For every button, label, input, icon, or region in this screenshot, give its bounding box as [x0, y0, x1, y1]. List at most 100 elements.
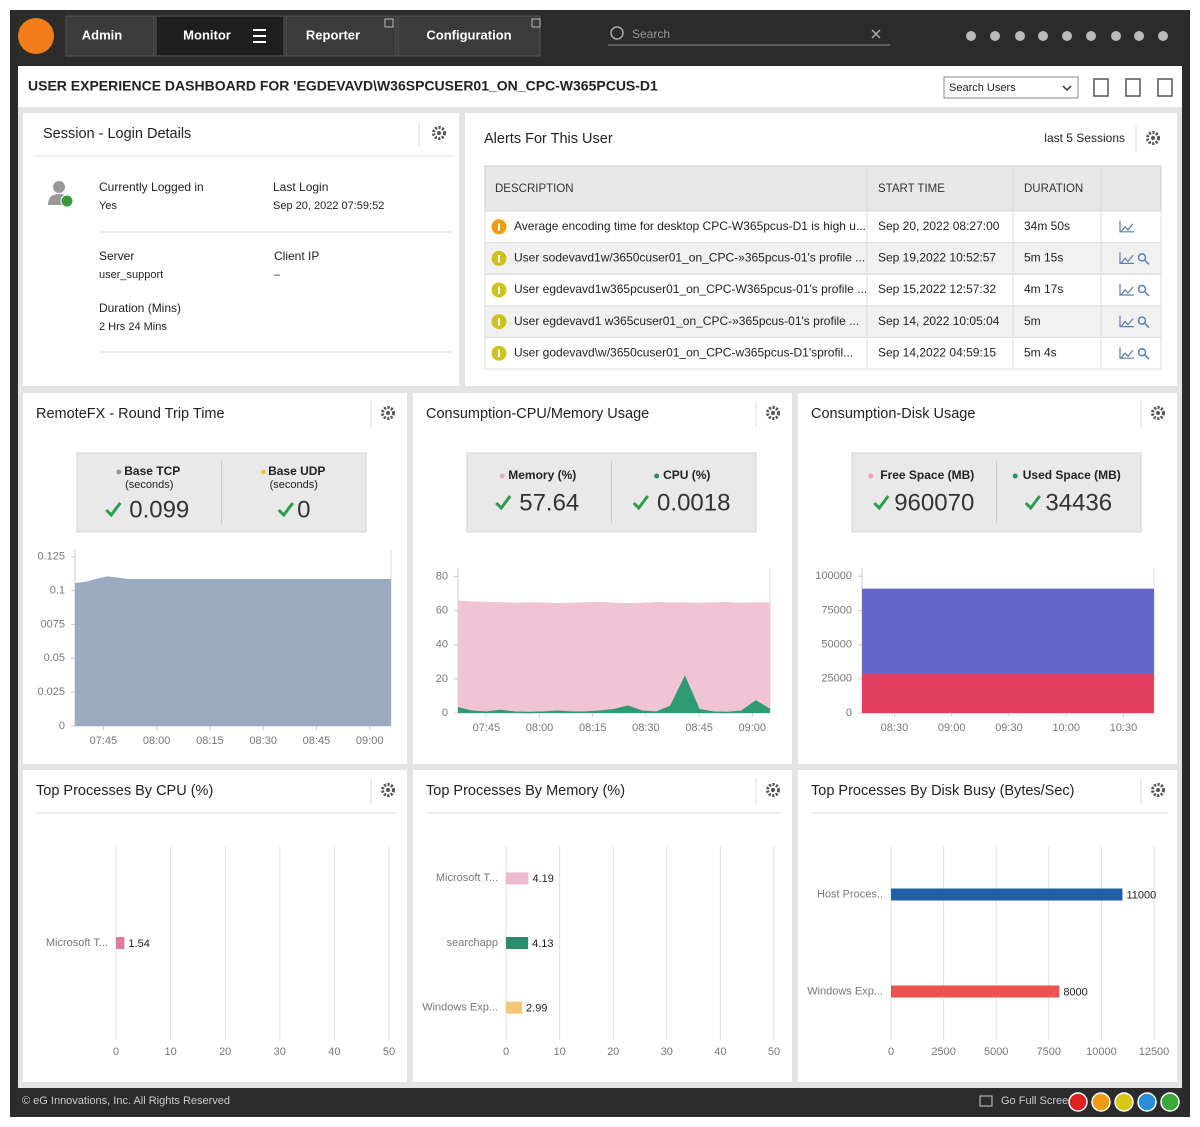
table-cell: User sodevavd1w/3650cuser01_on_CPC-»365p…	[514, 251, 865, 265]
stat-name: Base UDP	[268, 464, 325, 478]
y-tick-label: 50000	[821, 639, 852, 651]
legend-dot	[499, 473, 505, 479]
toolbar-icon[interactable]	[1086, 31, 1096, 41]
status-filter[interactable]	[1160, 1092, 1180, 1112]
area-line	[457, 675, 771, 714]
x-tick-label: 09:00	[938, 722, 966, 734]
bar	[506, 1001, 523, 1014]
copyright: © eG Innovations, Inc. All Rights Reserv…	[22, 1095, 230, 1107]
nav-tab[interactable]	[285, 15, 397, 57]
search-icon[interactable]	[1137, 253, 1147, 262]
stat-name: Memory (%)	[508, 468, 576, 482]
export-icon[interactable]	[1125, 78, 1141, 97]
y-tick-label: 0075	[41, 618, 65, 630]
table-row	[484, 210, 1162, 244]
x-tick-label: 09:00	[739, 722, 767, 734]
status-filter[interactable]	[1091, 1092, 1111, 1112]
area-fill	[862, 589, 1154, 674]
toolbar-icon[interactable]	[990, 31, 1000, 41]
bar	[506, 872, 529, 885]
stat-value: 0.099	[129, 496, 189, 523]
check-icon	[1024, 495, 1041, 511]
fullscreen-icon[interactable]	[979, 1095, 993, 1107]
settings-icon[interactable]	[766, 406, 780, 420]
toolbar-icon[interactable]	[1158, 31, 1168, 41]
field-value: 2 Hrs 24 Mins	[99, 321, 167, 333]
nav-tab[interactable]	[65, 15, 155, 57]
panel-title: RemoteFX - Round Trip Time	[36, 406, 225, 422]
settings-icon[interactable]	[381, 783, 395, 797]
value-label: 2.99	[526, 1003, 547, 1015]
export-icon[interactable]	[1157, 78, 1173, 97]
y-tick-label: 25000	[821, 673, 852, 685]
graph-icon[interactable]	[1119, 220, 1134, 233]
x-tick-label: 20	[219, 1046, 231, 1058]
x-tick-label: 09:30	[995, 722, 1023, 734]
stat-name: Base TCP	[124, 464, 180, 478]
search-icon[interactable]	[1137, 284, 1147, 294]
x-tick-label: 7500	[1037, 1046, 1061, 1058]
stat-name: Used Space (MB)	[1023, 468, 1121, 482]
toolbar-icon[interactable]	[1111, 31, 1121, 41]
stat-name: Free Space (MB)	[880, 468, 974, 482]
y-tick-label: 0.025	[37, 686, 65, 698]
stat-unit: (seconds)	[125, 479, 173, 491]
category-label: Microsoft T...	[46, 937, 108, 949]
toolbar-icon[interactable]	[966, 31, 976, 41]
x-tick-label: 10:30	[1110, 722, 1138, 734]
export-icon[interactable]	[1093, 78, 1109, 97]
settings-icon[interactable]	[1146, 131, 1160, 145]
graph-icon[interactable]	[1119, 347, 1134, 359]
search-icon[interactable]	[1137, 316, 1147, 325]
settings-icon[interactable]	[766, 783, 780, 797]
status-filter[interactable]	[1068, 1092, 1088, 1112]
settings-icon[interactable]	[1151, 406, 1165, 420]
legend-dot	[868, 473, 874, 479]
y-tick-label: 40	[436, 639, 448, 651]
legend-dot	[654, 473, 660, 479]
panel	[23, 113, 459, 386]
x-tick-label: 20	[607, 1046, 619, 1058]
dropdown-arrow	[1062, 85, 1072, 92]
category-label: Windows Exp...	[422, 1002, 498, 1014]
toolbar-icon[interactable]	[1038, 31, 1048, 41]
table-cell: 34m 50s	[1024, 219, 1070, 233]
nav-tab[interactable]	[397, 15, 541, 57]
y-tick-label: 0	[442, 707, 448, 719]
x-tick-label: 10	[553, 1046, 565, 1058]
stat-value: 57.64	[519, 489, 579, 516]
settings-icon[interactable]	[432, 126, 446, 140]
toolbar-icon[interactable]	[1062, 31, 1072, 41]
y-tick-label: 0.125	[37, 551, 65, 563]
table-cell: 5m 4s	[1024, 345, 1057, 359]
category-label: Windows Exp...	[807, 985, 883, 997]
stat-value: 0.0018	[657, 489, 730, 516]
panel-title: Top Processes By CPU (%)	[36, 783, 213, 799]
value-label: 1.54	[128, 938, 149, 950]
graph-icon[interactable]	[1119, 315, 1134, 328]
user-select[interactable]	[943, 76, 1079, 99]
column-header: START TIME	[878, 183, 945, 195]
settings-icon[interactable]	[381, 406, 395, 420]
toolbar-icon[interactable]	[1015, 31, 1025, 41]
y-tick-label: 0	[846, 707, 852, 719]
settings-icon-hub	[1156, 788, 1160, 792]
stat-unit: (seconds)	[270, 479, 318, 491]
area-line	[457, 600, 771, 605]
panel	[413, 770, 792, 1082]
graph-icon[interactable]	[1119, 284, 1134, 296]
y-tick-label: 100000	[815, 570, 852, 582]
status-filter[interactable]	[1114, 1092, 1134, 1112]
search-icon-handle	[1144, 291, 1150, 297]
x-tick-label: 08:15	[196, 735, 224, 747]
field-label: Server	[99, 249, 134, 263]
graph-icon[interactable]	[1119, 252, 1134, 264]
toolbar-icon[interactable]	[1134, 31, 1144, 41]
search-icon[interactable]	[1137, 347, 1147, 357]
settings-icon[interactable]	[1151, 783, 1165, 797]
y-tick-label: 80	[436, 570, 448, 582]
status-filter[interactable]	[1137, 1092, 1157, 1112]
y-tick-label: 0	[59, 720, 65, 732]
field-value: user_support	[99, 269, 163, 281]
user-select-label: Search Users	[949, 82, 1016, 94]
